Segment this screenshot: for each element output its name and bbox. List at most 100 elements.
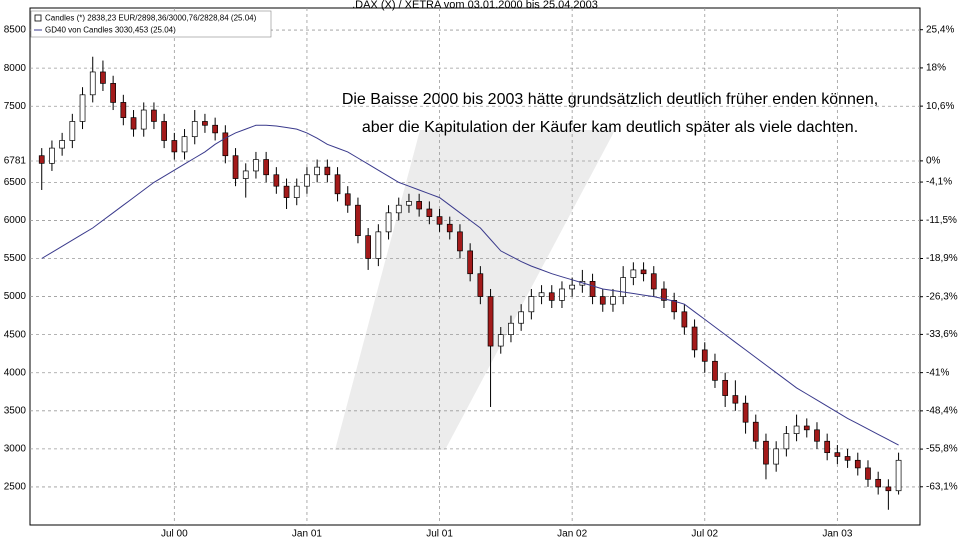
candle-body: [752, 421, 759, 442]
y2-tick-label: -48,4%: [926, 405, 958, 416]
y-tick-label: 5000: [4, 291, 27, 302]
y-tick-label: 7500: [4, 101, 27, 112]
candle-body: [712, 360, 718, 381]
candle-body: [151, 109, 157, 122]
candle-body: [783, 433, 790, 450]
candle-body: [814, 429, 820, 442]
y-tick-label: 4000: [4, 367, 27, 378]
candle-body: [446, 223, 453, 233]
y-tick-label: 2500: [4, 482, 27, 493]
candle-body: [497, 334, 504, 347]
candle-body: [467, 250, 474, 275]
candle-body: [518, 311, 525, 324]
y2-tick-label: -18,9%: [926, 253, 958, 264]
candle-body: [436, 216, 443, 225]
y-tick-label: 4500: [4, 329, 27, 340]
candle-body: [130, 117, 137, 130]
candle-body: [334, 174, 341, 195]
x-tick-label: Jan 03: [822, 529, 852, 540]
candle-body: [508, 322, 514, 335]
candle-body: [875, 478, 882, 488]
candle-body: [538, 292, 545, 297]
x-tick-label: Jan 01: [292, 529, 322, 540]
candle-body: [895, 459, 902, 492]
candle-body: [355, 204, 361, 237]
candle-body: [38, 155, 45, 164]
candle-body: [865, 467, 871, 480]
y2-tick-label: -41%: [926, 367, 949, 378]
candle-body: [181, 136, 188, 153]
candle-body: [69, 121, 76, 141]
watermark: [335, 130, 615, 450]
candle-body: [314, 166, 320, 176]
candle-body: [477, 273, 484, 297]
candle-body: [589, 280, 596, 297]
candle-body: [773, 448, 780, 465]
candle-body: [548, 292, 555, 301]
annotation: Die Baisse 2000 bis 2003 hätte grundsätz…: [342, 91, 878, 108]
candle-body: [232, 155, 239, 179]
y-tick-label: 6000: [4, 215, 27, 226]
candle-body: [610, 296, 616, 305]
y-tick-label: 3000: [4, 443, 27, 454]
candle-body: [110, 83, 116, 103]
legend-box: [30, 10, 272, 38]
legend-label: GD40 von Candles 3030,453 (25.04): [45, 26, 176, 35]
candle-body: [681, 311, 688, 328]
candle-body: [375, 231, 382, 259]
x-tick-label: Jul 02: [691, 529, 718, 540]
candle-body: [222, 132, 229, 157]
candle-body: [793, 425, 800, 434]
candle-body: [171, 140, 178, 153]
candle-body: [487, 296, 494, 347]
candle-body: [49, 147, 55, 164]
candle-body: [365, 235, 371, 259]
candle-body: [763, 440, 769, 465]
x-tick-label: Jul 00: [161, 529, 188, 540]
plot-area: 2500 3000 3500 4000 4500 5000 5500 6000 6500 6781…: [4, 8, 958, 540]
legend-icon: [34, 14, 42, 22]
candle-body: [242, 170, 249, 179]
candle-body: [722, 379, 729, 396]
candle-body: [385, 212, 392, 233]
candle-body: [253, 159, 259, 172]
candle-body: [426, 208, 433, 217]
candle-body: [293, 185, 300, 198]
y-tick-label: 8500: [4, 25, 27, 36]
candle-body: [834, 452, 841, 457]
candle-body: [140, 109, 147, 130]
candle-body: [732, 395, 739, 404]
y-tick-label: 6781: [4, 156, 27, 167]
y2-tick-label: 25,4%: [926, 24, 954, 35]
candle-body: [854, 459, 861, 469]
candle-body: [742, 402, 749, 423]
y2-tick-label: -11,5%: [926, 215, 957, 226]
y-tick-label: 5500: [4, 253, 27, 264]
annotation: aber die Kapitulation der Käufer kam deu…: [362, 119, 858, 136]
candle-body: [528, 296, 535, 313]
candle-body: [824, 440, 831, 454]
y2-tick-label: -63,1%: [926, 481, 958, 492]
candle-body: [671, 300, 678, 313]
y2-tick-label: 18%: [926, 63, 946, 74]
candle-body: [559, 288, 565, 301]
plot-frame: [29, 7, 921, 526]
x-tick-label: Jul 01: [426, 529, 453, 540]
candle-body: [59, 140, 65, 149]
candle-body: [569, 284, 576, 290]
candle-body: [283, 185, 290, 198]
candle-body: [202, 121, 208, 126]
y2-tick-label: -4,1%: [926, 177, 952, 188]
y2-tick-label: -26,3%: [926, 291, 958, 302]
candle-body: [344, 193, 351, 206]
candle-body: [416, 201, 423, 210]
candle-body: [701, 349, 708, 362]
candle-body: [691, 326, 698, 351]
candle-body: [661, 288, 667, 301]
candle-body: [263, 159, 269, 176]
candle-body: [161, 121, 167, 141]
y2-tick-label: 0%: [926, 156, 941, 167]
y2-tick-label: -33,6%: [926, 329, 958, 340]
